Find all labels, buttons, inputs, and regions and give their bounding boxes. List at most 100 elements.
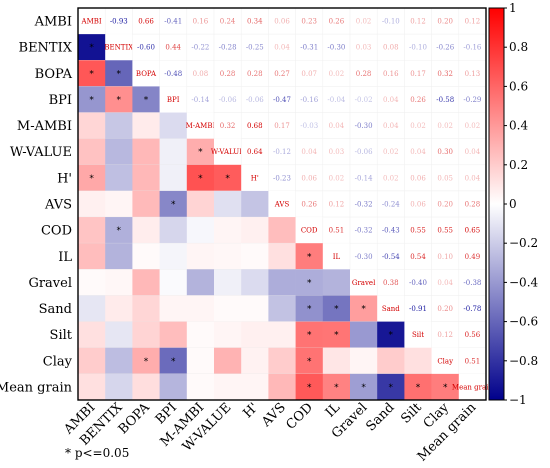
cell-value-label: 0.65 (465, 227, 481, 235)
row-label: COD (41, 224, 72, 239)
cell-value-label: -0.30 (327, 44, 345, 52)
cell-value-label: 0.64 (247, 148, 263, 156)
upper-cell (213, 60, 242, 87)
upper-cell (404, 86, 432, 113)
heatmap-cell (350, 347, 378, 375)
row-label: AMBI (34, 15, 72, 30)
cell-value-label: 0.68 (247, 122, 263, 130)
upper-cell (404, 7, 432, 35)
upper-cell (159, 33, 188, 61)
upper-cell (268, 86, 296, 113)
heatmap-cell (78, 138, 106, 166)
cell-value-label: 0.10 (437, 253, 453, 261)
diagonal-label: AVS (274, 201, 290, 209)
cell-value-label: 0.44 (165, 44, 181, 52)
row-label: AVS (44, 198, 72, 213)
significance-star: * (443, 383, 448, 393)
heatmap-cell (214, 269, 242, 296)
cell-value-label: 0.03 (356, 44, 372, 52)
cell-value-label: -0.48 (164, 70, 182, 78)
row-label: Silt (50, 328, 73, 343)
cell-value-label: 0.04 (329, 122, 345, 130)
cell-value-label: 0.12 (465, 18, 481, 26)
diagonal-cell (350, 269, 378, 296)
upper-cell (404, 269, 432, 296)
upper-cell (431, 269, 460, 296)
cell-value-label: 0.04 (383, 122, 399, 130)
upper-cell (349, 86, 378, 113)
cell-value-label: -0.14 (355, 174, 373, 182)
significance-star: * (334, 331, 339, 341)
significance-star: * (198, 174, 203, 184)
upper-cell (322, 190, 351, 218)
colorbar: 1 0.8 0.6 0.4 0.2 0 −0.2 −0.4 −0.6 −0.8 −1 (488, 1, 539, 407)
heatmap-cell (268, 321, 296, 349)
heatmap-cell (214, 295, 242, 322)
heatmap-cell (214, 321, 242, 349)
heatmap-cell (78, 269, 106, 296)
cell-value-label: 0.04 (383, 96, 399, 104)
heatmap-cell (159, 190, 188, 218)
colorbar-tick-label: 0.6 (509, 79, 528, 93)
diagonal-cell (159, 86, 187, 113)
heatmap-cell (159, 347, 188, 375)
cell-value-label: 0.26 (329, 18, 345, 26)
heatmap-cell (214, 190, 242, 218)
diagonal-label: Clay (437, 357, 453, 365)
heatmap-cell (105, 347, 133, 375)
cell-value-label: -0.16 (463, 44, 481, 52)
cell-value-label: 0.28 (247, 70, 263, 78)
upper-cell (104, 7, 133, 35)
upper-cell (322, 86, 351, 113)
cell-value-label: 0.12 (410, 18, 426, 26)
cell-value-label: 0.16 (383, 70, 399, 78)
upper-cell (404, 112, 432, 139)
cell-value-label: 0.08 (193, 70, 209, 78)
heatmap-cell (377, 321, 405, 349)
cell-value-label: 0.20 (437, 201, 453, 209)
heatmap-cell (350, 373, 378, 401)
heatmap-cell (78, 86, 106, 113)
row-label: BENTIX (19, 41, 73, 56)
cell-value-label: 0.04 (274, 44, 290, 52)
significance-star: * (144, 357, 149, 367)
significance-star: * (117, 226, 122, 236)
heatmap-cell (105, 217, 133, 244)
upper-cell (349, 216, 378, 244)
diagonal-cell (132, 60, 160, 87)
cell-value-label: 0.05 (437, 174, 453, 182)
upper-cell (376, 86, 405, 113)
row-label: IL (58, 250, 72, 265)
significance-star: * (144, 95, 149, 105)
cell-value-label: 0.20 (437, 18, 453, 26)
heatmap-cell (350, 321, 378, 349)
diagonal-label: W-VALUE (211, 148, 244, 156)
cell-value-label: 0.06 (274, 18, 290, 26)
heatmap-cell (132, 373, 160, 401)
significance-star: * (171, 357, 176, 367)
heatmap-cell (105, 321, 133, 349)
heatmap-cell (105, 60, 133, 87)
cell-value-label: 0.56 (465, 331, 481, 339)
cell-value-label: 0.28 (356, 70, 372, 78)
heatmap-cell (241, 373, 269, 401)
significance-star: * (89, 69, 94, 79)
heatmap-cell (159, 243, 188, 270)
cell-value-label: 0.02 (329, 70, 345, 78)
upper-cell (404, 190, 432, 218)
upper-cell (295, 138, 324, 166)
cell-value-label: 0.02 (329, 174, 345, 182)
cell-value-label: 0.02 (465, 122, 481, 130)
heatmap-cell (132, 217, 160, 244)
cell-value-label: 0.66 (138, 18, 154, 26)
upper-cell (376, 60, 405, 87)
cell-value-label: 0.49 (465, 253, 481, 261)
diagonal-label: BOPA (136, 70, 157, 78)
cell-value-label: 0.04 (410, 148, 426, 156)
heatmap-cell (214, 373, 242, 401)
cell-value-label: -0.23 (273, 174, 291, 182)
cell-value-label: -0.06 (355, 148, 373, 156)
diagonal-cell (186, 112, 214, 139)
column-label: Sand (363, 400, 397, 434)
colorbar-tick-label: 0.8 (509, 40, 528, 54)
